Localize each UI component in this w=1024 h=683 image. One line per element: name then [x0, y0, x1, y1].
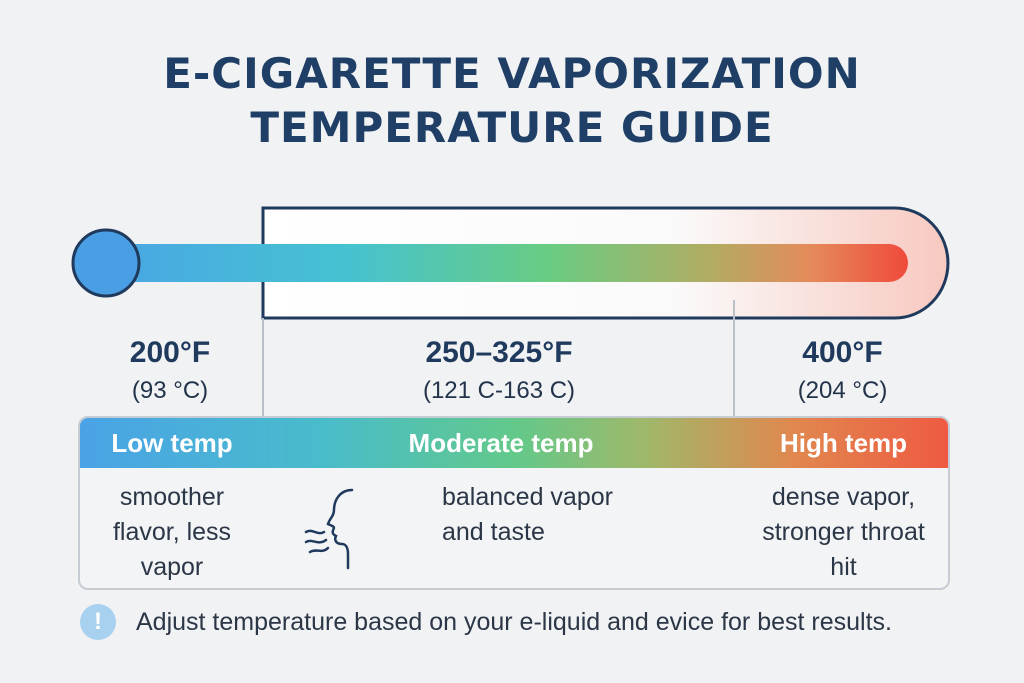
level-high-description: dense vapor, stronger throat hit [762, 483, 925, 581]
footer-note: Adjust temperature based on your e-liqui… [136, 608, 892, 636]
level-moderate-description: balanced vapor and taste [442, 483, 613, 546]
info-icon: ! [80, 604, 116, 640]
level-high-label: High temp [779, 428, 908, 458]
temp-moderate-c: (121 C-163 C) [422, 377, 576, 404]
level-low-description: smoother flavor, less vapor [112, 483, 232, 581]
temp-high-f: 400°F [802, 336, 883, 369]
temp-low-f: 200°F [129, 336, 211, 369]
page-title-line-2: TEMPERATURE GUIDE [250, 103, 774, 152]
temperature-gradient-band [80, 418, 948, 468]
thermometer-liquid [104, 244, 908, 282]
thermometer-bulb [71, 228, 141, 298]
temp-moderate: 250–325°F (121 C-163 C) [264, 336, 734, 406]
temp-moderate-f: 250–325°F [425, 336, 573, 369]
temperature-levels-table: Low temp Moderate temp High temp smoothe… [78, 416, 950, 590]
face-inhaling-icon [304, 488, 354, 570]
page-title-line-1: E-CIGARETTE VAPORIZATION [163, 49, 861, 98]
temp-low: 200°F (93 °C) [78, 336, 262, 406]
temp-low-c: (93 °C) [131, 377, 209, 404]
level-moderate-label: Moderate temp [408, 428, 594, 458]
temp-high: 400°F (204 °C) [735, 336, 950, 406]
level-low-label: Low temp [111, 428, 233, 458]
temp-high-c: (204 °C) [797, 377, 888, 404]
